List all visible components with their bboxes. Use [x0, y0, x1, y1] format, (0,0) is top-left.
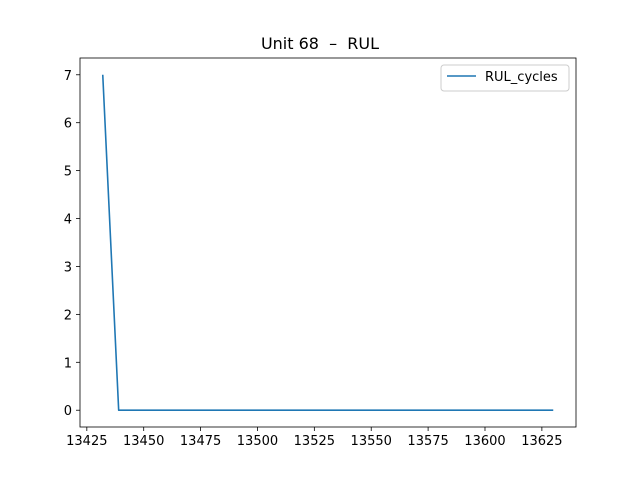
x-tick-label: 13550 [351, 434, 392, 449]
x-tick-label: 13425 [66, 434, 107, 449]
legend-label-rul-cycles: RUL_cycles [485, 70, 558, 85]
series-line-rul-cycles [101, 74, 554, 412]
plot-area [80, 58, 576, 427]
legend-box [440, 64, 570, 92]
axes-layer: 13425 13450 13475 13500 13525 13550 13575 13600… [64, 69, 563, 449]
series-layer [101, 74, 554, 412]
chart-title: Unit 68 – RUL [261, 34, 379, 53]
y-tick-label: 3 [64, 260, 72, 275]
y-tick-label: 2 [64, 308, 72, 323]
y-tick-label: 4 [64, 213, 72, 228]
legend: RUL_cycles [440, 64, 570, 92]
y-tick-label: 0 [64, 404, 72, 419]
y-tick-label: 7 [64, 69, 72, 84]
y-tick-label: 1 [64, 356, 72, 371]
x-tick-label: 13525 [294, 434, 335, 449]
x-tick-label: 13600 [464, 434, 505, 449]
x-tick-label: 13500 [237, 434, 278, 449]
x-tick-label: 13475 [180, 434, 221, 449]
y-tick-label: 6 [64, 117, 72, 132]
x-tick-label: 13625 [521, 434, 562, 449]
x-tick-label: 13450 [123, 434, 164, 449]
y-tick-label: 5 [64, 165, 72, 180]
plot-frame [79, 57, 577, 428]
x-tick-label: 13575 [407, 434, 448, 449]
